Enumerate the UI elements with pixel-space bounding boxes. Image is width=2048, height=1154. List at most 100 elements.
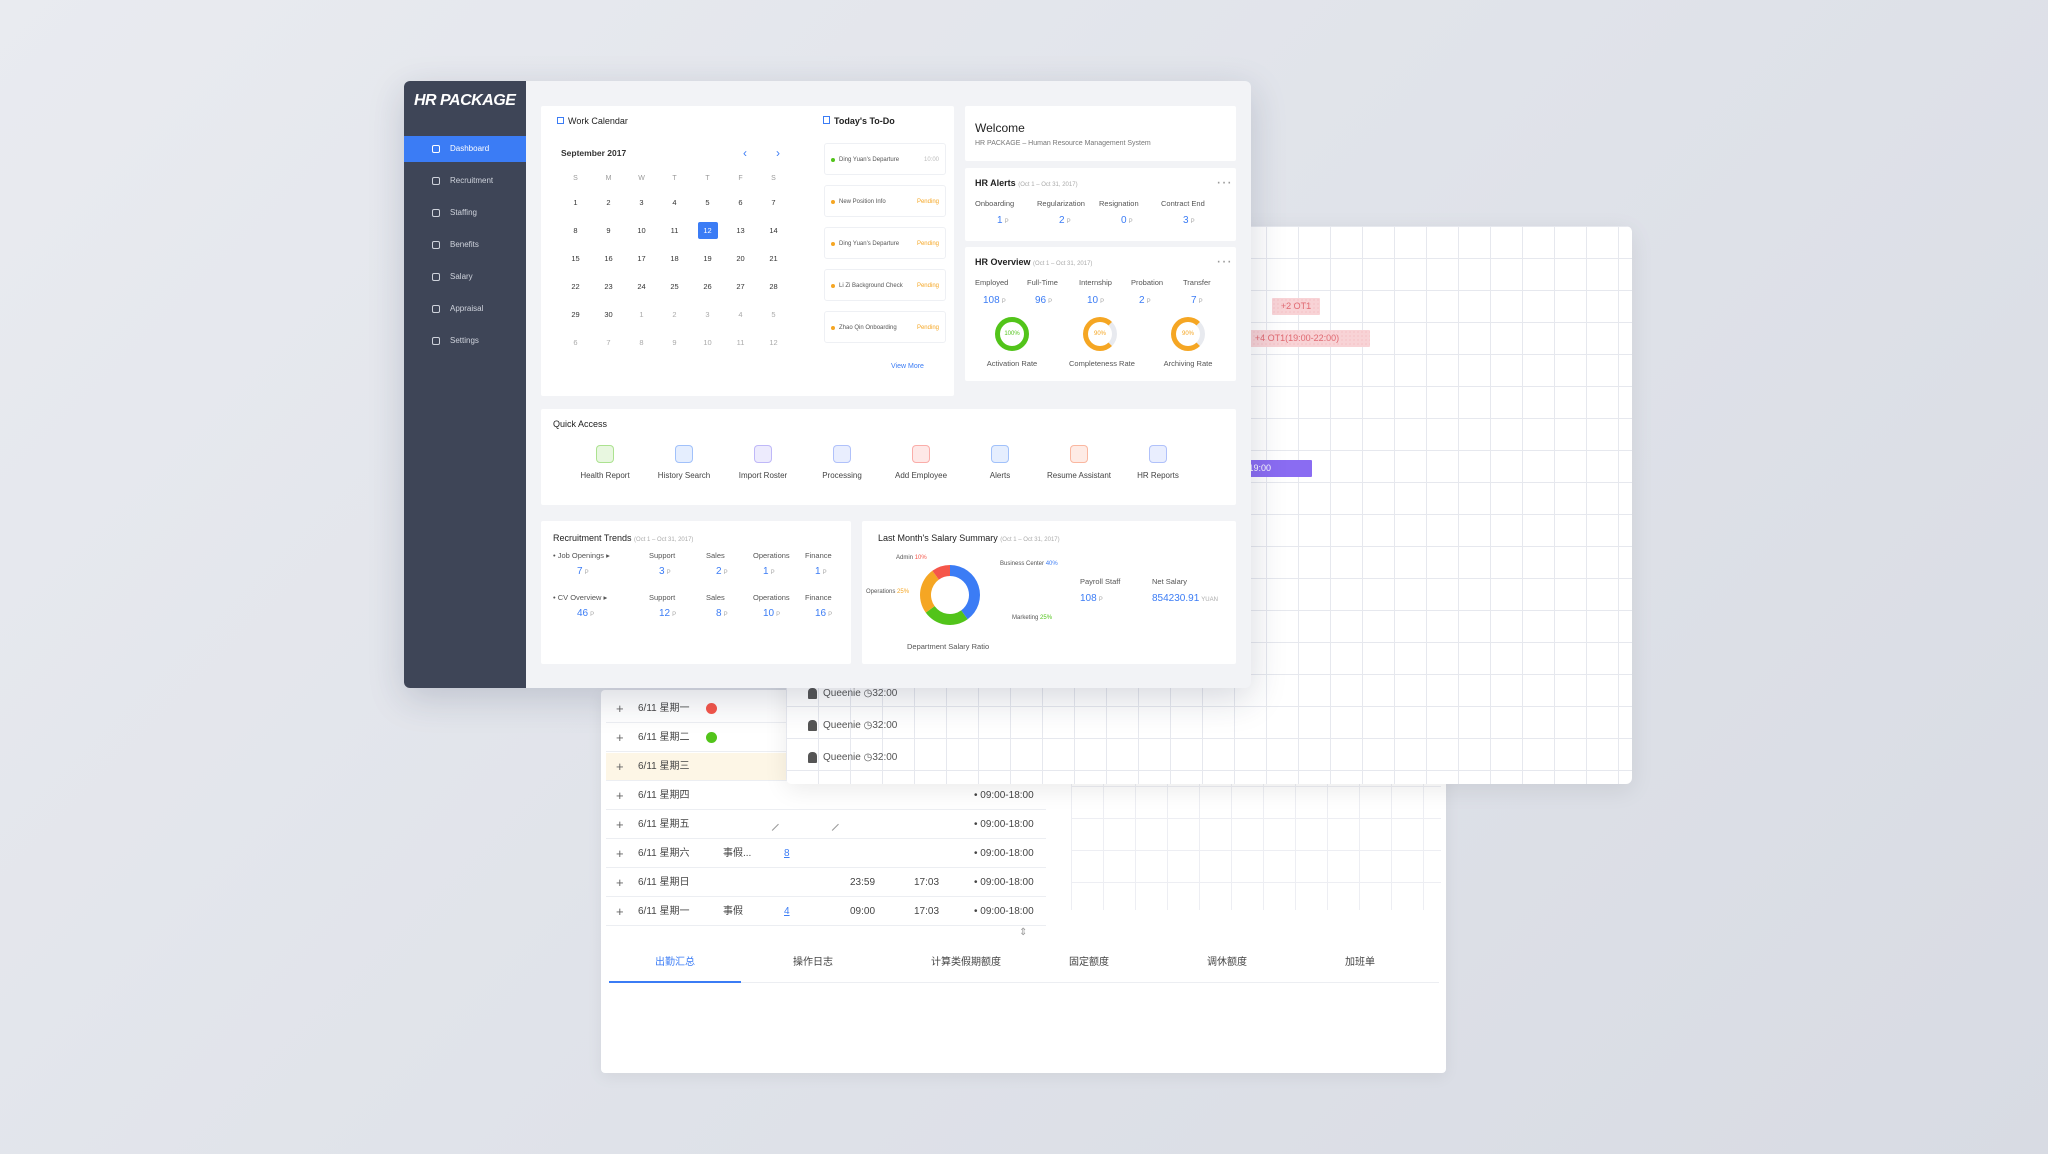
sidebar-item-dashboard[interactable]: Dashboard: [404, 136, 526, 162]
calendar-day[interactable]: 23: [592, 272, 625, 300]
calendar-day[interactable]: 12: [691, 216, 724, 244]
expand-icon[interactable]: +: [616, 759, 624, 774]
chart-icon: [432, 305, 440, 313]
calendar-day[interactable]: 22: [559, 272, 592, 300]
payroll-value: 108 P: [1080, 593, 1103, 604]
expand-icon[interactable]: +: [616, 846, 624, 861]
calendar-day[interactable]: 7: [757, 188, 790, 216]
calendar-day[interactable]: 14: [757, 216, 790, 244]
quick-access-alerts[interactable]: Alerts: [960, 445, 1040, 480]
calendar-day[interactable]: 13: [724, 216, 757, 244]
calendar-day[interactable]: 30: [592, 300, 625, 328]
attendance-tab[interactable]: 固定额度: [1069, 957, 1109, 968]
calendar-day[interactable]: 17: [625, 244, 658, 272]
todo-text: New Position Info: [839, 199, 886, 205]
calendar-day[interactable]: 26: [691, 272, 724, 300]
quick-access-processing[interactable]: Processing: [802, 445, 882, 480]
calendar-day[interactable]: 10: [625, 216, 658, 244]
row-date: 6/11 星期一: [638, 703, 690, 714]
sidebar-item-recruitment[interactable]: Recruitment: [404, 168, 526, 194]
calendar-day[interactable]: 11: [658, 216, 691, 244]
calendar-day[interactable]: 2: [658, 300, 691, 328]
todo-item[interactable]: Li Zi Background Check Pending: [824, 269, 946, 301]
staff-name: Queenie: [823, 688, 864, 700]
recruitment-row-label[interactable]: • CV Overview ▸: [553, 593, 608, 602]
edit-icon[interactable]: [766, 818, 779, 831]
calendar-day[interactable]: 20: [724, 244, 757, 272]
attendance-tab[interactable]: 加班单: [1345, 957, 1375, 968]
expand-icon[interactable]: +: [616, 817, 624, 832]
calendar-day[interactable]: 9: [592, 216, 625, 244]
expand-icon[interactable]: +: [616, 701, 624, 716]
calendar-day[interactable]: 7: [592, 328, 625, 356]
todo-item[interactable]: Ding Yuan's Departure 10:00: [824, 143, 946, 175]
attendance-tab[interactable]: 调休额度: [1207, 957, 1247, 968]
calendar-day[interactable]: 11: [724, 328, 757, 356]
calendar-day[interactable]: 5: [691, 188, 724, 216]
avatar-icon: [808, 720, 817, 731]
overview-value: 10 P: [1087, 295, 1104, 306]
sidebar-item-benefits[interactable]: Benefits: [404, 232, 526, 258]
calendar-day[interactable]: 8: [559, 216, 592, 244]
todo-item[interactable]: Ding Yuan's Departure Pending: [824, 227, 946, 259]
quick-access-resume-assistant[interactable]: Resume Assistant: [1039, 445, 1119, 480]
calendar-day[interactable]: 24: [625, 272, 658, 300]
drag-handle-icon[interactable]: ⇕: [1019, 927, 1028, 938]
calendar-day[interactable]: 16: [592, 244, 625, 272]
calendar-day[interactable]: 3: [625, 188, 658, 216]
sidebar-item-salary[interactable]: Salary: [404, 264, 526, 290]
calendar-day[interactable]: 4: [658, 188, 691, 216]
next-month-button[interactable]: ›: [776, 146, 780, 160]
recruitment-row-label[interactable]: • Job Openings ▸: [553, 551, 610, 560]
staff-list: Queenie ◷32:00 Queenie ◷32:00 Queenie ◷32:…: [808, 656, 938, 784]
todo-text: Zhao Qin Onboarding: [839, 325, 897, 331]
quick-access-add-employee[interactable]: Add Employee: [881, 445, 961, 480]
attendance-tab[interactable]: 计算类假期额度: [931, 957, 1001, 968]
calendar-day[interactable]: 1: [625, 300, 658, 328]
expand-icon[interactable]: +: [616, 730, 624, 745]
calendar-day[interactable]: 15: [559, 244, 592, 272]
calendar-day[interactable]: 19: [691, 244, 724, 272]
todo-item[interactable]: New Position Info Pending: [824, 185, 946, 217]
calendar-day[interactable]: 29: [559, 300, 592, 328]
calendar-day[interactable]: 3: [691, 300, 724, 328]
calendar-day[interactable]: 9: [658, 328, 691, 356]
calendar-day[interactable]: 2: [592, 188, 625, 216]
schedule-bar[interactable]: +4 OT1(19:00-22:00): [1224, 330, 1370, 347]
quick-access-history-search[interactable]: History Search: [644, 445, 724, 480]
sidebar-item-settings[interactable]: Settings: [404, 328, 526, 354]
calendar-day[interactable]: 18: [658, 244, 691, 272]
sidebar-item-staffing[interactable]: Staffing: [404, 200, 526, 226]
attendance-tab[interactable]: 出勤汇总: [655, 957, 695, 968]
calendar-day[interactable]: 28: [757, 272, 790, 300]
more-icon[interactable]: ···: [1216, 174, 1232, 191]
row-leave-link[interactable]: 4: [784, 906, 790, 917]
calendar-day[interactable]: 25: [658, 272, 691, 300]
calendar-day[interactable]: 10: [691, 328, 724, 356]
row-leave-link[interactable]: 8: [784, 848, 790, 859]
view-more-link[interactable]: View More: [891, 363, 924, 370]
schedule-bar[interactable]: +2 OT1: [1272, 298, 1320, 315]
more-icon[interactable]: ···: [1216, 253, 1232, 270]
quick-access-health-report[interactable]: Health Report: [565, 445, 645, 480]
calendar-day[interactable]: 8: [625, 328, 658, 356]
calendar-day[interactable]: 6: [559, 328, 592, 356]
calendar-day[interactable]: 6: [724, 188, 757, 216]
gear-icon: [432, 337, 440, 345]
calendar-day[interactable]: 1: [559, 188, 592, 216]
prev-month-button[interactable]: ‹: [743, 146, 747, 160]
expand-icon[interactable]: +: [616, 788, 624, 803]
calendar-day[interactable]: 12: [757, 328, 790, 356]
quick-access-import-roster[interactable]: Import Roster: [723, 445, 803, 480]
calendar-day[interactable]: 5: [757, 300, 790, 328]
sidebar-item-appraisal[interactable]: Appraisal: [404, 296, 526, 322]
quick-access-hr-reports[interactable]: HR Reports: [1118, 445, 1198, 480]
expand-icon[interactable]: +: [616, 875, 624, 890]
todo-item[interactable]: Zhao Qin Onboarding Pending: [824, 311, 946, 343]
calendar-day[interactable]: 21: [757, 244, 790, 272]
attendance-tab[interactable]: 操作日志: [793, 957, 833, 968]
calendar-day[interactable]: 4: [724, 300, 757, 328]
calendar-day[interactable]: 27: [724, 272, 757, 300]
expand-icon[interactable]: +: [616, 904, 624, 919]
edit-icon[interactable]: [826, 818, 839, 831]
